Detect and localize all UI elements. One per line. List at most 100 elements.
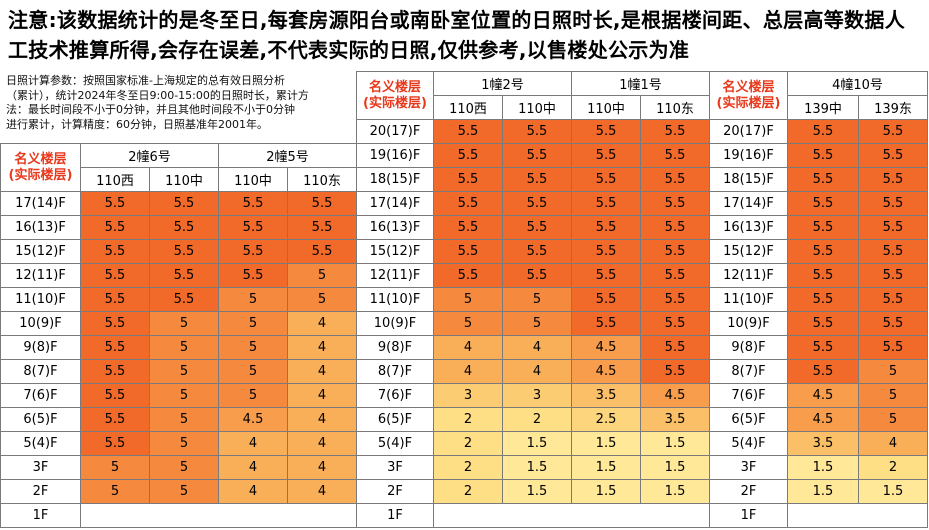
sunlight-hours-cell: 5.5 (80, 215, 150, 240)
building-header: 1幢1号 (571, 71, 711, 96)
floor-label: 17(14)F (709, 191, 788, 216)
params-line: （累计），统计2024年冬至日9:00-15:00的日照时长，累计方 (6, 88, 309, 102)
sunlight-hours-cell: 5 (148, 479, 220, 504)
table-row: 6(5)F 2 2 2.5 3.5 (356, 407, 711, 432)
sunlight-hours-cell: 5.5 (287, 191, 358, 216)
sunlight-hours-cell: 1.5 (787, 479, 859, 504)
sunlight-hours-cell: 5.5 (80, 191, 150, 216)
unit-header: 110中 (571, 95, 642, 120)
table-row: 20(17)F 5.5 5.5 (709, 119, 929, 144)
sunlight-hours-cell: 5.5 (148, 215, 220, 240)
table-row: 11(10)F 5 5 5.5 5.5 (356, 287, 711, 312)
floor-label: 18(15)F (356, 167, 434, 192)
sunlight-hours-cell: 5.5 (857, 191, 929, 216)
sunlight-hours-cell: 5 (148, 311, 220, 336)
sunlight-hours-cell: 5.5 (640, 191, 711, 216)
sunlight-hours-cell: 5 (148, 383, 220, 408)
floor-label: 19(16)F (709, 143, 788, 168)
sunlight-hours-cell: 5.5 (857, 143, 929, 168)
unit-header: 110中 (218, 167, 289, 192)
table-row: 20(17)F 5.5 5.5 5.5 5.5 (356, 119, 711, 144)
sunlight-hours-cell: 5.5 (787, 215, 859, 240)
sunlight-hours-cell: 5.5 (501, 167, 573, 192)
building-header: 2幢5号 (218, 143, 358, 168)
floor-label: 10(9)F (709, 311, 788, 336)
sunlight-hours-cell: 4.5 (218, 407, 289, 432)
sunlight-hours-cell: 5.5 (857, 311, 929, 336)
floor-label: 12(11)F (709, 263, 788, 288)
sunlight-hours-cell: 5.5 (640, 143, 711, 168)
sunlight-hours-cell: 5.5 (787, 191, 859, 216)
sunlight-hours-cell: 5.5 (80, 359, 150, 384)
floor-label: 11(10)F (709, 287, 788, 312)
table-row: 17(14)F 5.5 5.5 5.5 5.5 (356, 191, 711, 216)
floor-header-line: (实际楼层) (8, 167, 73, 183)
sunlight-hours-cell: 5.5 (571, 287, 642, 312)
sunlight-hours-cell: 5.5 (571, 311, 642, 336)
sunlight-hours-cell: 1.5 (501, 479, 573, 504)
sunlight-hours-cell: 5.5 (571, 263, 642, 288)
floor-header-line: 名义楼层 (368, 79, 421, 95)
params-line: 法：最长时间段不小于0分钟，并且其他时间段不小于0分钟 (6, 103, 295, 116)
sunlight-hours-cell: 5.5 (80, 263, 150, 288)
sunlight-hours-cell: 5.5 (433, 239, 503, 264)
sunlight-hours-cell: 5.5 (501, 239, 573, 264)
table-row: 2F 5 5 4 4 (0, 479, 358, 504)
sunlight-hours-cell: 5 (218, 335, 289, 360)
sunlight-hours-cell: 2 (501, 407, 573, 432)
sunlight-hours-cell: 1.5 (640, 431, 711, 456)
table-row: 18(15)F 5.5 5.5 5.5 5.5 (356, 167, 711, 192)
sunlight-hours-cell: 2 (857, 455, 929, 480)
sunlight-hours-cell: 4.5 (571, 335, 642, 360)
sunlight-hours-cell: 4 (287, 455, 358, 480)
sunlight-hours-cell: 4 (287, 431, 358, 456)
floor-label: 2F (709, 479, 788, 504)
floor-label: 1F (356, 503, 434, 528)
table-row: 9(8)F 4 4 4.5 5.5 (356, 335, 711, 360)
sunlight-hours-cell: 5 (857, 407, 929, 432)
sunlight-hours-cell: 4 (287, 407, 358, 432)
table-row: 7(6)F 4.5 5 (709, 383, 929, 408)
sunlight-hours-cell: 5 (433, 287, 503, 312)
table-row: 8(7)F 5.5 5 5 4 (0, 359, 358, 384)
table-row: 10(9)F 5.5 5 5 4 (0, 311, 358, 336)
sunlight-hours-cell: 5.5 (857, 215, 929, 240)
sunlight-hours-cell: 1.5 (571, 455, 642, 480)
sunlight-hours-cell: 1.5 (640, 479, 711, 504)
table-row: 12(11)F 5.5 5.5 (709, 263, 929, 288)
params-line: 进行累计，计算精度：60分钟，日照基准年2001年。 (6, 117, 268, 131)
sunlight-hours-cell: 5.5 (80, 335, 150, 360)
sunlight-hours-cell: 5.5 (571, 239, 642, 264)
sunlight-hours-cell: 5.5 (287, 239, 358, 264)
sunlight-hours-cell: 5.5 (787, 143, 859, 168)
table-row: 5(4)F 2 1.5 1.5 1.5 (356, 431, 711, 456)
sunlight-hours-cell: 4.5 (640, 383, 711, 408)
empty-cell (786, 503, 929, 528)
unit-header: 110东 (287, 167, 358, 192)
floor-label: 12(11)F (0, 263, 81, 288)
empty-cell (432, 503, 711, 528)
notice-text: 注意:该数据统计的是冬至日,每套房源阳台或南卧室位置的日照时长,是根据楼间距、总… (8, 8, 905, 62)
sunlight-hours-cell: 4 (287, 383, 358, 408)
floor-label: 16(13)F (0, 215, 81, 240)
sunlight-hours-cell: 5.5 (640, 287, 711, 312)
sunlight-hours-cell: 5.5 (80, 311, 150, 336)
sunlight-hours-cell: 5.5 (433, 143, 503, 168)
sunlight-hours-cell: 5 (287, 287, 358, 312)
sunlight-hours-cell: 5.5 (640, 119, 711, 144)
building-header: 2幢6号 (79, 143, 220, 168)
sunlight-hours-cell: 5.5 (857, 335, 929, 360)
floor-label: 3F (356, 455, 434, 480)
sunlight-hours-cell: 4 (501, 359, 573, 384)
table-row: 6(5)F 5.5 5 4.5 4 (0, 407, 358, 432)
sunlight-hours-cell: 1.5 (571, 479, 642, 504)
floor-label: 10(9)F (0, 311, 81, 336)
sunlight-hours-cell: 5.5 (80, 239, 150, 264)
floor-label: 1F (709, 503, 788, 528)
sunlight-hours-cell: 5 (80, 455, 150, 480)
table-row: 8(7)F 4 4 4.5 5.5 (356, 359, 711, 384)
floor-header-line: 名义楼层 (14, 151, 67, 167)
sunlight-hours-cell: 5.5 (787, 263, 859, 288)
floor-label: 11(10)F (356, 287, 434, 312)
floor-label: 2F (0, 479, 81, 504)
